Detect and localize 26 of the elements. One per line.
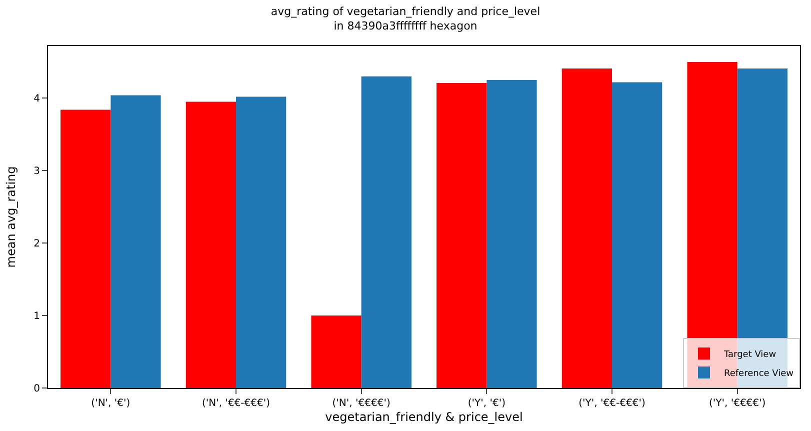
legend-label: Reference View bbox=[724, 369, 794, 380]
x-tick-label: ('N', '€€€€') bbox=[332, 398, 390, 409]
y-tick-label: 2 bbox=[34, 238, 40, 250]
bar bbox=[612, 82, 662, 388]
bar bbox=[436, 82, 487, 388]
y-tick-label: 4 bbox=[34, 94, 40, 105]
bar bbox=[361, 76, 412, 388]
y-tick-label: 0 bbox=[34, 384, 40, 394]
legend-label: Target View bbox=[723, 350, 776, 360]
x-axis-title: vegetarian_friendly & price_level bbox=[325, 410, 523, 424]
y-tick-label: 1 bbox=[34, 311, 40, 322]
chart-title: avg_rating of vegetarian_friendly and price_level in 84390a3ffffffff hexagon bbox=[270, 5, 540, 32]
bar bbox=[186, 102, 236, 388]
bar bbox=[60, 110, 111, 388]
bar bbox=[236, 96, 286, 388]
y-tick-label: 3 bbox=[34, 166, 40, 178]
x-tick-label: ('N', '€€-€€€') bbox=[202, 398, 270, 409]
x-tick-label: ('N', '€') bbox=[91, 398, 130, 409]
x-tick-label: ('Y', '€€-€€€') bbox=[578, 398, 646, 409]
y-axis-title: mean avg_rating bbox=[4, 166, 18, 268]
x-tick-label: ('Y', '€') bbox=[468, 398, 506, 409]
x-tick-label: ('Y', '€€€€') bbox=[708, 398, 766, 409]
bar bbox=[311, 316, 362, 388]
bar bbox=[110, 95, 161, 388]
bar bbox=[486, 80, 537, 388]
bar bbox=[562, 68, 612, 388]
